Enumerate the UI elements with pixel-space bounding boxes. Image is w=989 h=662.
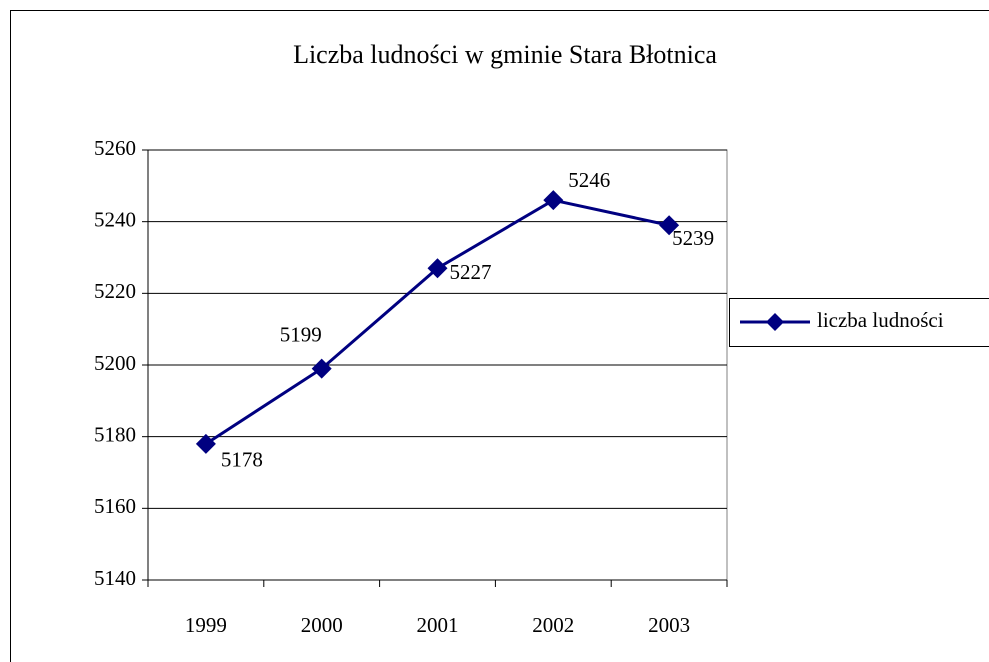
y-tick-label: 5140 [94,566,136,590]
data-label: 5227 [450,260,492,284]
y-tick-label: 5220 [94,279,136,303]
x-tick-label: 1999 [185,613,227,637]
marker [311,358,332,379]
chart-border [10,10,989,662]
marker [659,215,680,236]
data-label: 5246 [568,168,610,192]
y-tick-label: 5240 [94,207,136,231]
legend-marker [766,313,784,331]
line [205,198,670,446]
legend-label: liczba ludności [817,308,944,332]
marker [427,258,448,279]
y-tick-label: 5200 [94,351,136,375]
y-tick-label: 5180 [94,422,136,446]
marker [195,433,216,454]
x-tick-label: 2000 [301,613,343,637]
legend-box [729,298,989,347]
x-tick-label: 2001 [417,613,459,637]
data-label: 5199 [280,322,322,346]
data-label: 5178 [221,448,263,472]
marker [543,190,564,211]
x-tick-label: 2002 [532,613,574,637]
x-tick-label: 2003 [648,613,690,637]
y-tick-label: 5160 [94,494,136,518]
data-label: 5239 [672,226,714,250]
y-tick-label: 5260 [94,136,136,160]
chart-title: Liczba ludności w gminie Stara Błotnica [293,40,717,69]
